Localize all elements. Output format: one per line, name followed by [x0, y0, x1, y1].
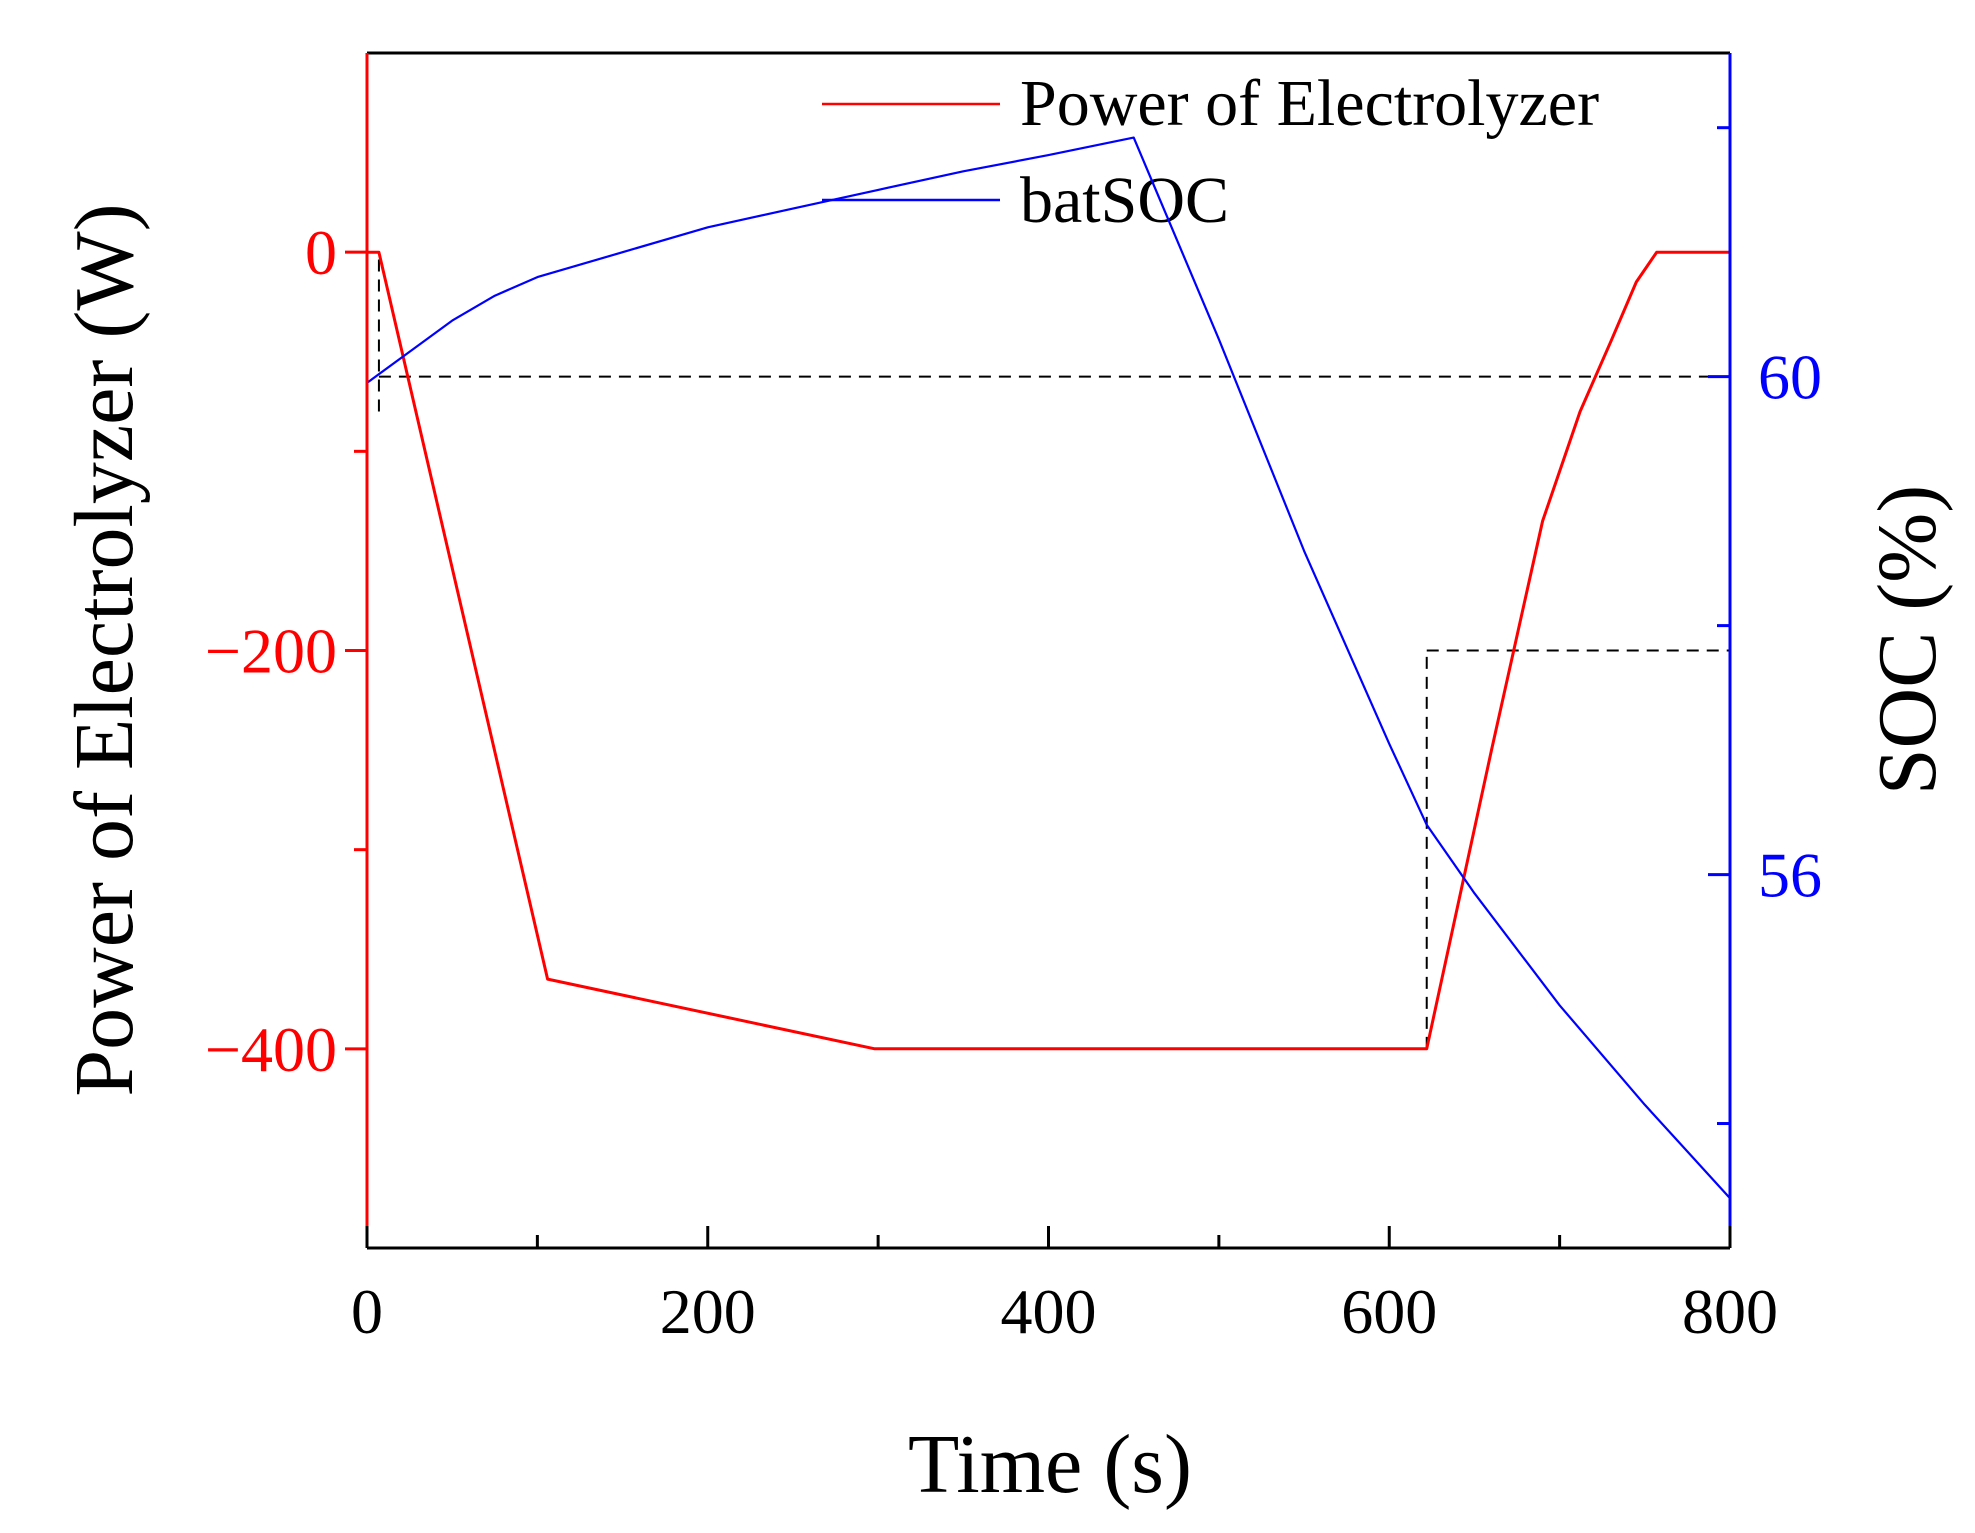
legend-label-soc: batSOC	[1020, 164, 1229, 237]
legend-label-power: Power of Electrolyzer	[1020, 67, 1599, 140]
x-tick-label: 400	[1001, 1276, 1097, 1347]
right-y-axis-title: SOC (%)	[1861, 485, 1954, 795]
x-axis-title: Time (s)	[908, 1418, 1192, 1511]
plot-area: 0 200 400 600 800 0 −200 −400 60 56	[205, 51, 1822, 1347]
right-y-tick-label: 60	[1758, 342, 1822, 413]
power-series-line	[367, 250, 1730, 1051]
x-tick-label: 800	[1682, 1276, 1778, 1347]
right-y-tick-label: 56	[1758, 840, 1822, 911]
left-y-tick-label: −200	[205, 616, 337, 687]
x-tick-label: 0	[351, 1276, 383, 1347]
left-y-axis-title: Power of Electrolyzer (W)	[58, 203, 151, 1096]
x-tick-label: 200	[660, 1276, 756, 1347]
left-y-tick-label: 0	[305, 217, 337, 288]
soc-series-line	[366, 136, 1731, 1199]
left-y-tick-label: −400	[205, 1014, 337, 1085]
x-tick-label: 600	[1341, 1276, 1437, 1347]
legend: Power of Electrolyzer batSOC	[822, 67, 1599, 237]
